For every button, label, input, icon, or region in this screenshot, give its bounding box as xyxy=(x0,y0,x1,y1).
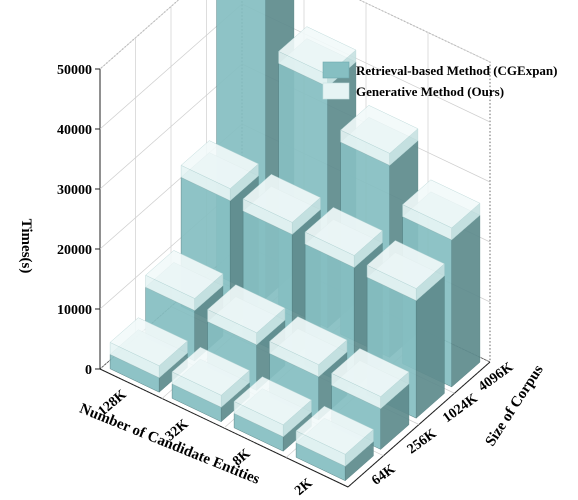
bar-generative-2-3 xyxy=(340,105,419,166)
bar-generative-2-3-top xyxy=(340,105,419,154)
y-tick-label-0: 64K xyxy=(369,462,398,489)
y-tick-label-3: 4096K xyxy=(476,360,516,395)
z-tick-label-1: 10000 xyxy=(57,303,92,318)
bar-generative-2-1 xyxy=(269,316,348,378)
bar-generative-0-1-top xyxy=(145,250,224,299)
bar-retrieval-3-3-side xyxy=(451,214,481,388)
y-tick-label-2: 1024K xyxy=(440,391,480,426)
bar-generative-2-2 xyxy=(304,207,383,269)
bar-generative-1-2-top xyxy=(242,174,321,223)
bar-generative-0-0 xyxy=(109,317,188,379)
bar-generative-2-1-top xyxy=(269,316,348,365)
legend-label-retrieval: Retrieval-based Method (CGExpan) xyxy=(356,63,558,78)
bar-generative-3-2-top xyxy=(366,240,445,289)
bars xyxy=(109,0,481,482)
bar-generative-3-3 xyxy=(402,179,481,241)
legend-swatch-generative xyxy=(322,82,350,100)
bar-generative-0-0-top xyxy=(109,317,188,367)
bar-generative-3-3-top xyxy=(402,179,481,229)
z-tick-label-4: 40000 xyxy=(57,123,92,138)
z-tick-label-2: 20000 xyxy=(57,243,92,258)
bar-generative-1-1 xyxy=(207,284,286,346)
bar-generative-1-0 xyxy=(171,346,250,408)
z-axis-title: Times(s) xyxy=(18,219,34,274)
z-tick-label-0: 0 xyxy=(85,363,92,378)
bar-generative-3-0-top xyxy=(295,405,374,455)
bar-generative-2-0 xyxy=(233,376,312,438)
bar-generative-3-0 xyxy=(295,405,374,467)
legend: Retrieval-based Method (CGExpan) Generat… xyxy=(322,61,558,100)
bar-generative-0-1 xyxy=(145,250,224,312)
legend-label-generative: Generative Method (Ours) xyxy=(356,84,504,99)
z-tick-label-5: 50000 xyxy=(57,63,92,78)
bar-generative-3-2 xyxy=(366,240,445,302)
bar-generative-1-0-top xyxy=(171,346,250,396)
bar-generative-1-1-top xyxy=(207,284,286,334)
y-tick-label-1: 256K xyxy=(405,426,440,457)
bar-generative-0-2-top xyxy=(180,140,259,189)
x-tick-label-3: 2K xyxy=(292,476,315,499)
bar-generative-2-2-top xyxy=(304,207,383,256)
bar-generative-1-2 xyxy=(242,174,321,235)
legend-swatch-retrieval xyxy=(322,61,350,79)
bar-generative-3-1-top xyxy=(331,348,410,397)
bar-generative-2-0-top xyxy=(233,376,312,426)
bar-generative-3-1 xyxy=(331,348,410,410)
z-tick-label-3: 30000 xyxy=(57,183,92,198)
bar-generative-0-2 xyxy=(180,140,259,202)
